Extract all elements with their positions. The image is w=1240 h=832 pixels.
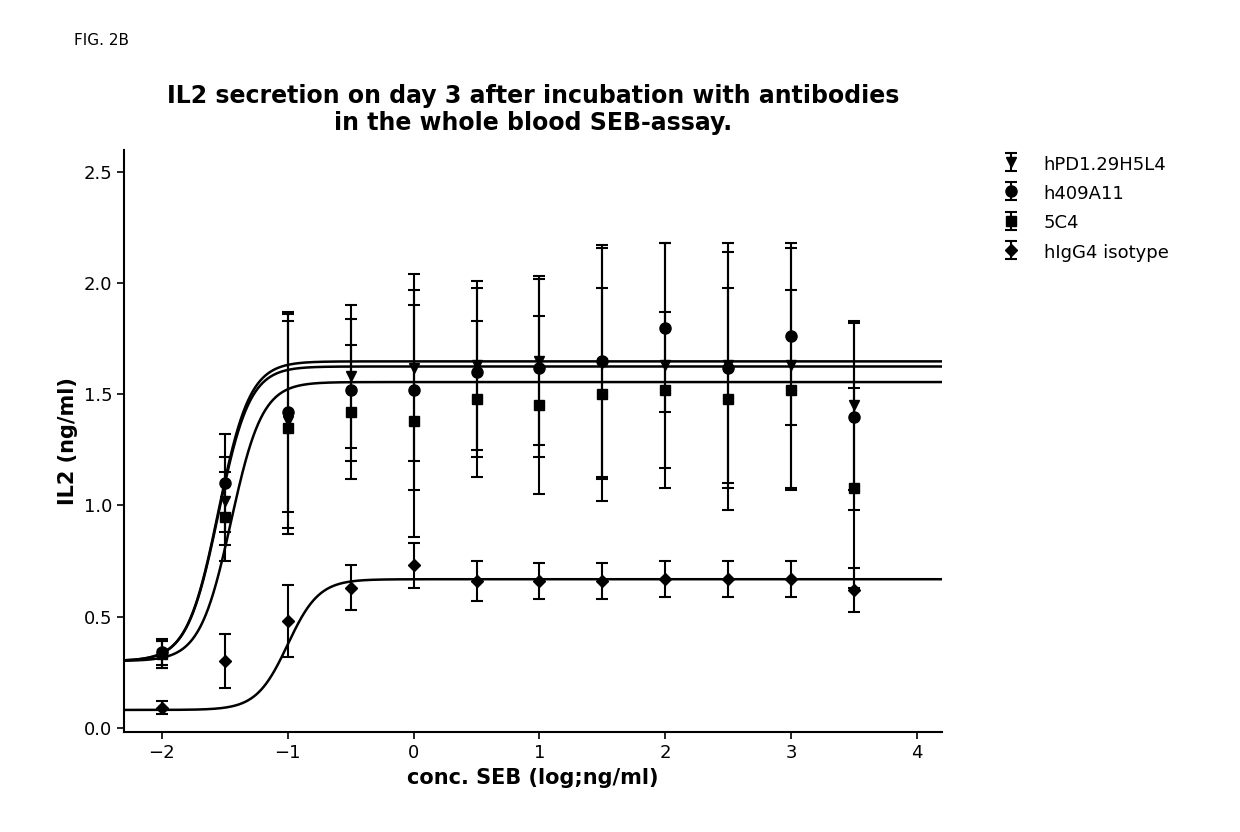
Text: FIG. 2B: FIG. 2B (74, 33, 129, 48)
Title: IL2 secretion on day 3 after incubation with antibodies
in the whole blood SEB-a: IL2 secretion on day 3 after incubation … (167, 83, 899, 136)
X-axis label: conc. SEB (log;ng/ml): conc. SEB (log;ng/ml) (408, 768, 658, 788)
Y-axis label: IL2 (ng/ml): IL2 (ng/ml) (58, 377, 78, 505)
Legend: hPD1.29H5L4, h409A11, 5C4, hIgG4 isotype: hPD1.29H5L4, h409A11, 5C4, hIgG4 isotype (985, 147, 1176, 269)
